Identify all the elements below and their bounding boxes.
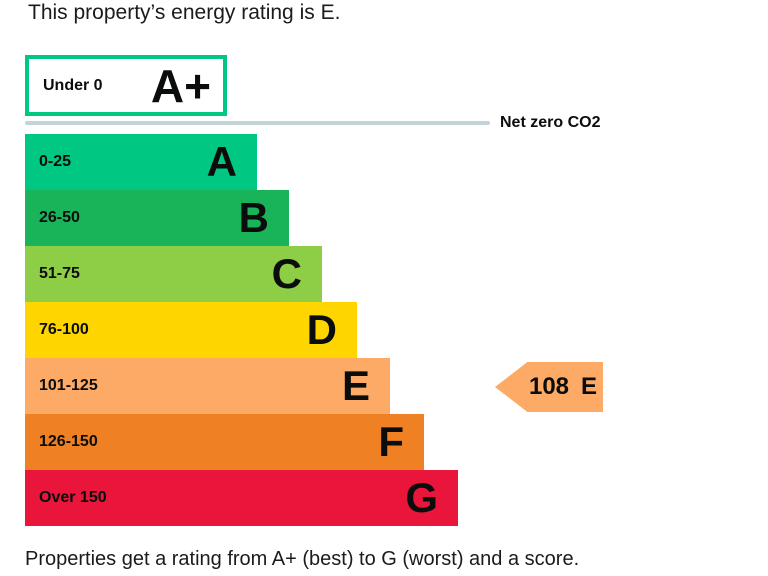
band-letter: C [271,250,302,297]
rating-band-g: Over 150 G [25,470,458,526]
band-range-label: 26-50 [39,209,80,226]
band-letter: E [341,362,370,409]
page-title: This property’s energy rating is E. [28,1,341,24]
band-letter: A+ [150,59,211,112]
net-zero-line [25,121,490,125]
current-rating-marker: 108 E [495,362,603,412]
rating-band-b: 26-50 B [25,190,289,246]
band-range-label: 76-100 [39,321,89,338]
band-range-label: 126-150 [39,433,98,450]
band-range-label: 101-125 [39,377,98,394]
rating-band-c: 51-75 C [25,246,322,302]
rating-bands: 0-25 A 26-50 B 51-75 C 76-100 D 101-125 … [25,134,458,526]
band-a-plus: Under 0 A+ [25,55,227,116]
band-range-label: Over 150 [39,489,107,506]
band-letter: D [306,306,337,353]
band-letter: B [238,194,269,241]
band-range-label: 51-75 [39,265,80,282]
net-zero-label: Net zero CO2 [500,114,601,131]
rating-band-d: 76-100 D [25,302,357,358]
current-score: 108 [528,373,570,400]
band-letter: A [206,138,237,185]
rating-band-a: 0-25 A [25,134,257,190]
band-letter: G [405,474,438,521]
net-zero-divider: Net zero CO2 [25,113,600,133]
band-range-label: 0-25 [39,153,72,170]
band-letter: F [378,418,404,465]
current-band-letter: E [581,373,598,400]
band-range-label: Under 0 [43,76,103,94]
rating-band-f: 126-150 F [25,414,424,470]
footer-note: Properties get a rating from A+ (best) t… [25,548,580,570]
rating-band-e: 101-125 E [25,358,390,414]
